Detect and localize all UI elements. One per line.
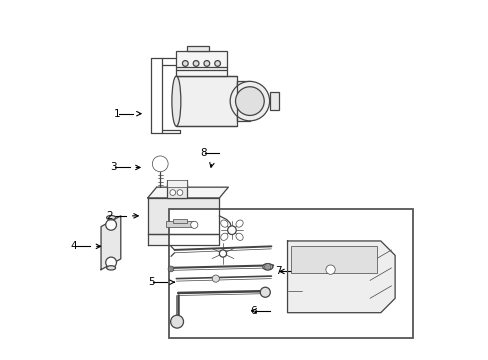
Bar (176, 51, 226, 76)
Circle shape (168, 266, 174, 272)
Text: 7: 7 (275, 266, 281, 276)
Circle shape (193, 60, 199, 66)
Circle shape (170, 315, 183, 328)
Bar (290, 246, 376, 273)
Text: 8: 8 (200, 148, 206, 158)
Circle shape (235, 87, 264, 116)
Circle shape (260, 287, 270, 297)
Circle shape (325, 265, 335, 274)
Circle shape (230, 81, 269, 121)
Circle shape (212, 275, 219, 282)
Circle shape (219, 250, 226, 257)
Bar (165, 221, 194, 226)
Circle shape (177, 190, 183, 195)
Circle shape (227, 226, 236, 234)
Circle shape (152, 156, 168, 172)
Ellipse shape (236, 220, 243, 227)
Text: 6: 6 (250, 306, 256, 316)
Ellipse shape (220, 220, 227, 227)
Ellipse shape (171, 76, 181, 126)
Bar (176, 76, 237, 126)
Text: 5: 5 (148, 277, 154, 287)
Circle shape (105, 257, 116, 268)
Polygon shape (147, 198, 219, 234)
Bar (237, 81, 249, 121)
Text: 2: 2 (106, 211, 113, 221)
Bar (167, 184, 187, 198)
Circle shape (264, 264, 270, 270)
Ellipse shape (262, 264, 272, 270)
Circle shape (169, 190, 175, 195)
Text: 1: 1 (114, 109, 120, 119)
Circle shape (190, 221, 198, 228)
Circle shape (214, 60, 220, 66)
Ellipse shape (106, 266, 115, 270)
Circle shape (105, 220, 116, 230)
Bar (187, 45, 208, 51)
Bar (169, 209, 412, 338)
Bar (167, 180, 187, 187)
Polygon shape (147, 187, 228, 198)
Ellipse shape (236, 233, 243, 240)
Text: 3: 3 (110, 162, 117, 172)
Text: 4: 4 (71, 241, 77, 251)
Ellipse shape (106, 216, 115, 220)
Circle shape (182, 60, 188, 66)
Ellipse shape (220, 233, 227, 240)
Bar (172, 220, 187, 223)
Polygon shape (147, 234, 219, 244)
Circle shape (203, 60, 209, 66)
Polygon shape (101, 216, 121, 270)
Bar (269, 92, 278, 110)
Polygon shape (287, 241, 394, 313)
